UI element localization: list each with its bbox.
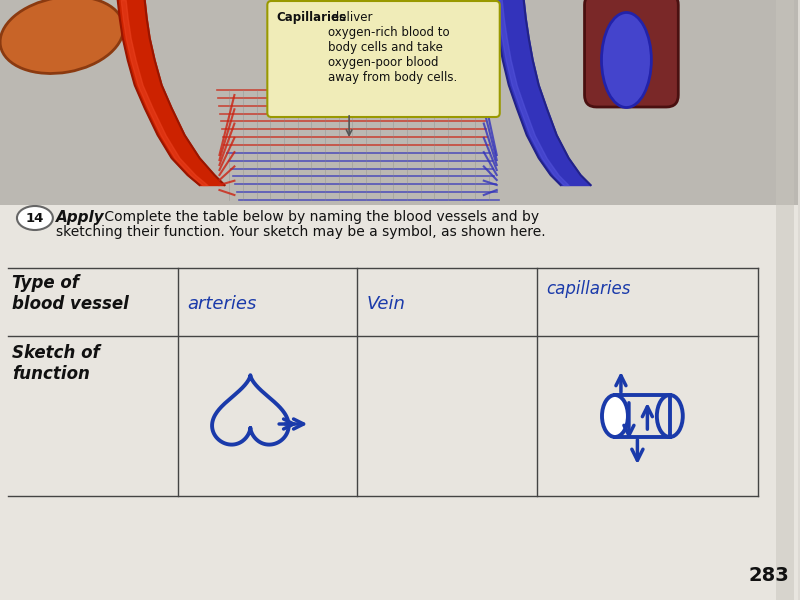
Text: capillaries: capillaries <box>546 280 631 298</box>
Text: 283: 283 <box>748 566 789 585</box>
Bar <box>779 0 782 600</box>
Text: Vein: Vein <box>367 295 406 313</box>
Bar <box>776 0 779 600</box>
Ellipse shape <box>602 395 628 437</box>
Text: Apply: Apply <box>56 210 105 225</box>
Ellipse shape <box>602 13 651 107</box>
Text: Sketch of
function: Sketch of function <box>12 344 100 383</box>
FancyBboxPatch shape <box>267 1 500 117</box>
Text: Type of
blood vessel: Type of blood vessel <box>12 274 129 313</box>
Text: deliver
oxygen-rich blood to
body cells and take
oxygen-poor blood
away from bod: deliver oxygen-rich blood to body cells … <box>328 11 458 84</box>
Text: 14: 14 <box>26 211 44 224</box>
Bar <box>782 0 785 600</box>
Text: sketching their function. Your sketch may be a symbol, as shown here.: sketching their function. Your sketch ma… <box>56 225 546 239</box>
Bar <box>791 0 794 600</box>
Bar <box>0 0 798 205</box>
Text: Capillaries: Capillaries <box>276 11 346 24</box>
Bar <box>0 205 798 600</box>
Bar <box>615 395 670 437</box>
Ellipse shape <box>17 206 53 230</box>
Bar <box>785 0 788 600</box>
Ellipse shape <box>0 0 123 73</box>
FancyBboxPatch shape <box>585 0 678 107</box>
Bar <box>788 0 791 600</box>
Text: Complete the table below by naming the blood vessels and by: Complete the table below by naming the b… <box>100 210 539 224</box>
Text: arteries: arteries <box>187 295 257 313</box>
